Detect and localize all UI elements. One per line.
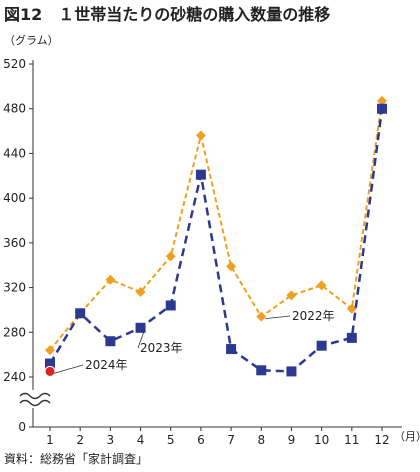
x-tick-label: 4 [137, 433, 145, 447]
point [377, 95, 387, 106]
point [135, 287, 146, 298]
axis-break [19, 392, 51, 400]
y-tick-label: 520 [3, 57, 26, 71]
series-label: 2023年 [140, 341, 183, 355]
x-tick-label: 3 [107, 433, 115, 447]
point [45, 345, 55, 356]
point [135, 322, 146, 333]
x-tick-label: 2 [76, 433, 84, 447]
point [346, 303, 357, 314]
y-tick-label: 280 [3, 325, 26, 339]
leader-line [265, 315, 291, 320]
point [256, 365, 267, 376]
point [44, 365, 56, 377]
point [195, 169, 206, 180]
series-label: 2024年 [85, 358, 128, 372]
axis-break [19, 399, 51, 407]
point [286, 290, 297, 301]
y-tick-label: 360 [3, 236, 26, 250]
leader-line [137, 329, 145, 349]
leader-line [53, 364, 84, 374]
point [256, 311, 267, 322]
point [45, 358, 55, 369]
point [165, 300, 176, 311]
y-tick-label: 0 [18, 420, 26, 434]
x-tick-label: 9 [288, 433, 296, 447]
x-axis-label: （月） [394, 430, 420, 443]
point [377, 103, 387, 114]
point [286, 366, 297, 377]
point [105, 336, 116, 347]
source: 資料：総務省「家計調査」 [4, 451, 148, 466]
point [105, 274, 116, 285]
y-axis-label: （グラム） [4, 33, 59, 47]
point [226, 344, 237, 355]
y-tick-label: 240 [3, 370, 26, 384]
y-tick-label: 480 [3, 102, 26, 116]
y-tick-label: 400 [3, 191, 26, 205]
series-label: 2022年 [292, 309, 335, 323]
x-tick-label: 10 [314, 433, 329, 447]
chart-title: 図12 １世帯当たりの砂糖の購入数量の推移 [4, 5, 330, 24]
point [226, 261, 237, 272]
x-tick-label: 12 [374, 433, 389, 447]
series-line [48, 108, 384, 373]
x-tick-label: 5 [167, 433, 175, 447]
y-tick-label: 320 [3, 281, 26, 295]
point [316, 280, 327, 291]
point [75, 308, 86, 319]
y-tick-label: 440 [3, 146, 26, 160]
point [195, 130, 206, 141]
point [346, 332, 357, 343]
series-line [49, 100, 383, 351]
x-tick-label: 7 [227, 433, 235, 447]
x-tick-label: 8 [257, 433, 265, 447]
point [165, 251, 176, 262]
x-tick-label: 11 [344, 433, 359, 447]
x-tick-label: 1 [46, 433, 54, 447]
point [316, 340, 327, 351]
x-tick-label: 6 [197, 433, 205, 447]
